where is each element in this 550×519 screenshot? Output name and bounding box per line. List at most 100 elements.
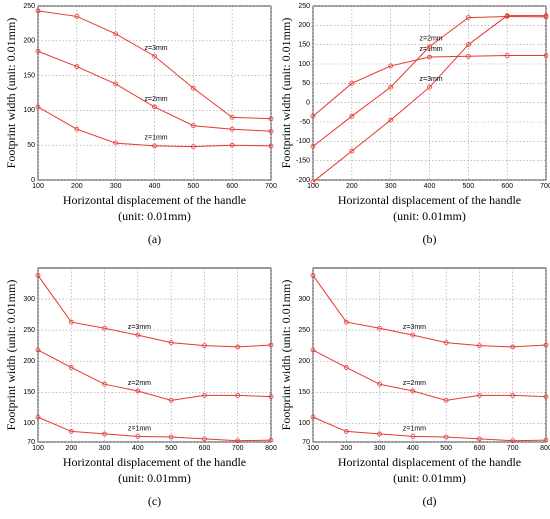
series-line: [312, 275, 547, 348]
panel-label: (b): [423, 232, 437, 246]
series-line: [37, 349, 272, 401]
data-point: [388, 117, 394, 123]
data-point: [152, 53, 157, 59]
series-label: z=3mm: [128, 324, 151, 331]
x-tick-label: 400: [407, 445, 419, 452]
data-point: [543, 53, 549, 58]
y-tick-label: 300: [298, 296, 310, 303]
data-point: [343, 429, 349, 434]
x-axis-label: (unit: 0.01mm): [393, 471, 466, 485]
data-point: [504, 53, 510, 58]
y-tick-label: 200: [298, 358, 310, 365]
y-tick-label: 100: [298, 61, 310, 68]
data-point: [113, 31, 119, 37]
data-point: [349, 113, 355, 119]
data-point: [443, 340, 449, 345]
x-tick-label: 600: [501, 183, 513, 190]
data-point: [427, 84, 432, 90]
data-point: [113, 81, 119, 87]
data-point: [268, 342, 274, 348]
data-point: [68, 319, 74, 325]
y-tick-label: 70: [27, 439, 35, 446]
x-tick-label: 200: [71, 183, 83, 190]
data-point: [427, 44, 432, 49]
series-label: z=2mm: [128, 380, 151, 387]
data-point: [427, 54, 432, 60]
x-tick-label: 200: [65, 445, 77, 452]
series-line: [37, 275, 272, 348]
data-point: [168, 397, 174, 403]
data-point: [343, 319, 349, 325]
x-tick-label: 200: [340, 445, 352, 452]
data-point: [35, 8, 41, 14]
y-tick-label: -200: [296, 177, 310, 184]
series-label: z=3mm: [420, 76, 443, 83]
panel-label: (c): [148, 494, 161, 508]
y-tick-label: -50: [300, 119, 310, 126]
x-axis-label: Horizontal displacement of the handle: [338, 455, 521, 469]
data-point: [168, 340, 174, 345]
data-point: [135, 388, 141, 394]
data-point: [477, 436, 482, 442]
data-point: [135, 332, 141, 338]
y-tick-label: 250: [23, 3, 35, 10]
x-tick-label: 700: [540, 183, 550, 190]
series-line: [37, 50, 272, 132]
data-point: [235, 438, 241, 444]
series-label: z=2mm: [145, 96, 168, 103]
y-tick-label: 100: [298, 420, 310, 427]
data-point: [74, 126, 80, 132]
data-point: [190, 123, 196, 129]
series-line: [37, 416, 272, 442]
series-line: [37, 10, 272, 120]
x-tick-label: 500: [165, 445, 177, 452]
y-tick-label: -100: [296, 138, 310, 145]
y-axis-label: Footprint width (unit: 0.01mm): [279, 280, 293, 431]
x-tick-label: 100: [32, 183, 44, 190]
series-label: z=2mm: [420, 35, 443, 42]
y-tick-label: 0: [31, 177, 35, 184]
data-point: [477, 343, 482, 349]
x-tick-label: 800: [540, 445, 550, 452]
data-point: [202, 436, 207, 442]
data-point: [410, 332, 416, 338]
y-tick-label: 300: [23, 296, 35, 303]
data-point: [388, 84, 394, 90]
x-tick-label: 700: [232, 445, 244, 452]
series-line: [312, 15, 546, 183]
x-tick-label: 300: [374, 445, 386, 452]
data-point: [68, 429, 74, 434]
x-tick-label: 400: [149, 183, 161, 190]
data-point: [310, 113, 316, 119]
data-point: [410, 434, 416, 439]
x-tick-label: 300: [385, 183, 397, 190]
y-tick-label: 150: [23, 72, 35, 79]
data-point: [465, 42, 471, 48]
data-point: [102, 325, 107, 331]
x-axis-label: (unit: 0.01mm): [118, 471, 191, 485]
data-point: [202, 392, 207, 398]
data-point: [543, 13, 549, 19]
x-tick-label: 700: [265, 183, 277, 190]
data-point: [229, 142, 235, 148]
data-point: [35, 347, 41, 353]
data-point: [268, 143, 274, 149]
series-label: z=3mm: [403, 324, 426, 331]
series-label: z=1mm: [420, 46, 443, 53]
x-tick-label: 100: [32, 445, 44, 452]
data-point: [443, 434, 449, 440]
y-tick-label: 250: [298, 327, 310, 334]
data-point: [377, 381, 382, 387]
data-point: [343, 365, 349, 370]
data-point: [465, 15, 471, 21]
x-tick-label: 700: [507, 445, 519, 452]
data-point: [235, 392, 241, 398]
data-point: [135, 434, 141, 439]
data-point: [510, 344, 516, 350]
data-point: [35, 414, 41, 420]
series-line: [312, 416, 547, 442]
data-point: [310, 273, 316, 278]
data-point: [349, 80, 355, 86]
series-line: [312, 349, 547, 401]
